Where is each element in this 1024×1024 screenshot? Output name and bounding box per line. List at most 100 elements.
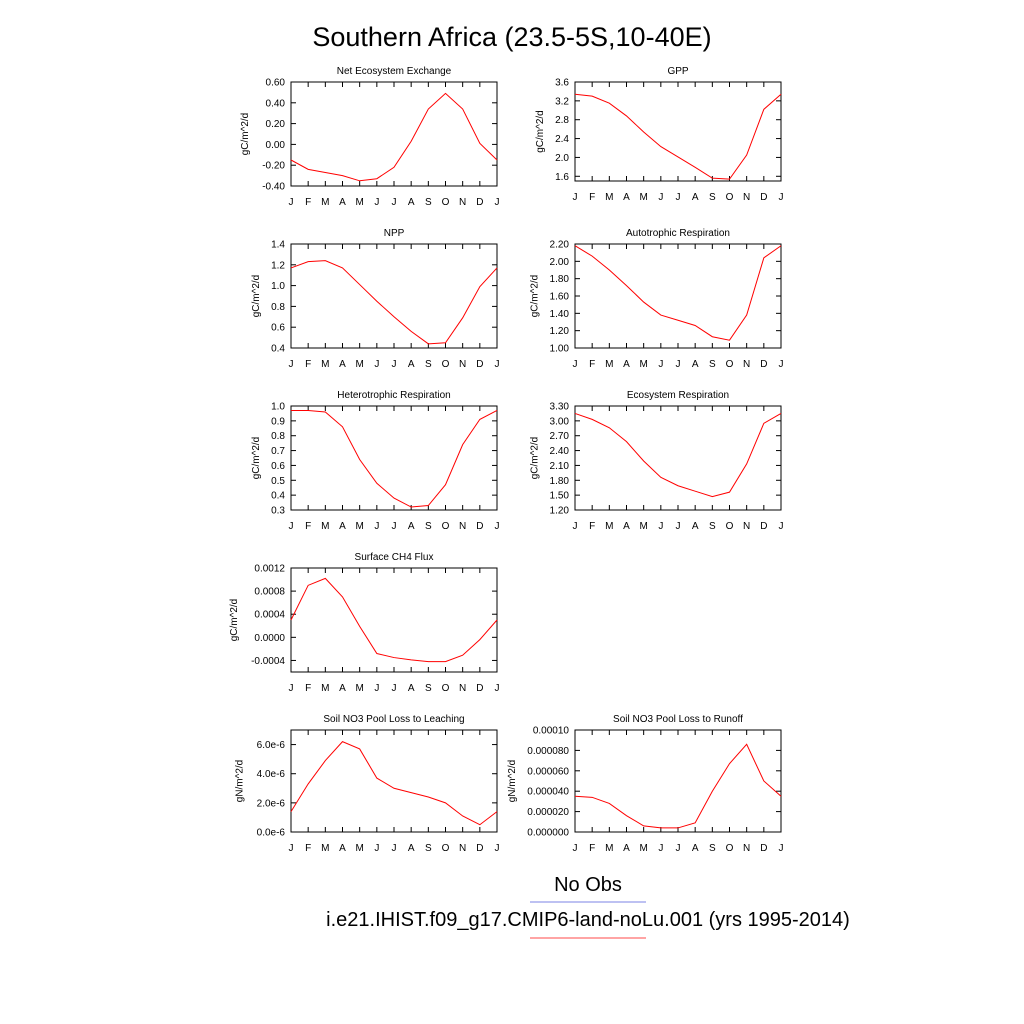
legend-label-0: No Obs xyxy=(554,874,622,896)
y-tick-label-4-0: 0.3 xyxy=(271,506,285,517)
panel-title-1: GPP xyxy=(667,66,688,77)
y-tick-label-8-0: 0.000000 xyxy=(527,828,569,839)
y-tick-label-8-1: 0.000020 xyxy=(527,807,569,818)
x-tick-label-6-5: J xyxy=(374,683,379,694)
x-tick-label-4-11: D xyxy=(476,521,483,532)
x-tick-label-4-10: N xyxy=(459,521,466,532)
x-tick-label-4-3: A xyxy=(339,521,346,532)
x-tick-label-8-12: J xyxy=(779,843,784,854)
x-tick-label-2-5: J xyxy=(374,359,379,370)
x-tick-label-1-3: A xyxy=(623,192,630,203)
x-tick-label-2-3: A xyxy=(339,359,346,370)
x-tick-label-7-3: A xyxy=(339,843,346,854)
y-tick-label-0-1: -0.20 xyxy=(262,161,285,172)
x-tick-label-0-9: O xyxy=(442,197,450,208)
plot-frame-1 xyxy=(574,81,782,182)
y-tick-label-4-7: 1.0 xyxy=(271,402,285,413)
y-axis-label-5: gC/m^2/d xyxy=(530,437,541,480)
x-tick-label-5-8: S xyxy=(709,521,716,532)
y-tick-label-2-4: 1.2 xyxy=(271,260,285,271)
y-axis-label-1: gC/m^2/d xyxy=(535,110,546,153)
x-tick-label-0-8: S xyxy=(425,197,432,208)
y-axis-label-8: gN/m^2/d xyxy=(507,760,518,803)
x-tick-label-3-9: O xyxy=(726,359,734,370)
y-axis-label-0: gC/m^2/d xyxy=(240,113,251,156)
y-tick-label-8-5: 0.00010 xyxy=(533,726,570,737)
x-tick-label-0-6: J xyxy=(392,197,397,208)
x-tick-label-6-10: N xyxy=(459,683,466,694)
y-tick-label-1-4: 3.2 xyxy=(555,96,569,107)
y-tick-label-5-5: 2.70 xyxy=(550,431,570,442)
x-tick-label-5-11: D xyxy=(760,521,767,532)
panel-title-4: Heterotrophic Respiration xyxy=(337,390,450,401)
x-tick-label-2-1: F xyxy=(305,359,311,370)
y-tick-label-2-0: 0.4 xyxy=(271,344,285,355)
x-tick-label-2-12: J xyxy=(495,359,500,370)
x-tick-label-8-2: M xyxy=(605,843,613,854)
x-tick-label-1-10: N xyxy=(743,192,750,203)
y-tick-label-5-7: 3.30 xyxy=(550,402,570,413)
figure-title: Southern Africa (23.5-5S,10-40E) xyxy=(312,22,711,52)
x-tick-label-0-11: D xyxy=(476,197,483,208)
plot-frame-0 xyxy=(290,81,498,187)
y-tick-label-8-4: 0.000080 xyxy=(527,746,569,757)
x-tick-label-4-2: M xyxy=(321,521,329,532)
y-tick-label-4-1: 0.4 xyxy=(271,491,285,502)
x-tick-label-1-2: M xyxy=(605,192,613,203)
x-tick-label-5-4: M xyxy=(639,521,647,532)
y-axis-label-7: gN/m^2/d xyxy=(234,760,245,803)
y-tick-label-3-2: 1.40 xyxy=(550,309,570,320)
plot-frame-4 xyxy=(290,405,498,511)
y-tick-label-6-2: 0.0004 xyxy=(254,610,285,621)
x-tick-label-1-12: J xyxy=(779,192,784,203)
x-tick-label-5-12: J xyxy=(779,521,784,532)
x-tick-label-6-9: O xyxy=(442,683,450,694)
x-tick-label-1-1: F xyxy=(589,192,595,203)
x-tick-label-2-8: S xyxy=(425,359,432,370)
x-tick-label-0-4: M xyxy=(355,197,363,208)
x-tick-label-8-1: F xyxy=(589,843,595,854)
x-tick-label-3-11: D xyxy=(760,359,767,370)
x-tick-label-7-11: D xyxy=(476,843,483,854)
y-tick-label-3-1: 1.20 xyxy=(550,326,570,337)
y-tick-label-0-5: 0.60 xyxy=(266,78,286,89)
y-tick-label-3-0: 1.00 xyxy=(550,344,570,355)
x-tick-label-3-3: A xyxy=(623,359,630,370)
x-tick-label-1-9: O xyxy=(726,192,734,203)
x-tick-label-8-9: O xyxy=(726,843,734,854)
plot-frame-7 xyxy=(290,729,498,833)
x-tick-label-6-12: J xyxy=(495,683,500,694)
y-tick-label-6-3: 0.0008 xyxy=(254,587,285,598)
x-tick-label-8-0: J xyxy=(573,843,578,854)
x-tick-label-3-2: M xyxy=(605,359,613,370)
y-tick-label-2-5: 1.4 xyxy=(271,240,285,251)
x-tick-label-8-11: D xyxy=(760,843,767,854)
y-tick-label-1-1: 2.0 xyxy=(555,153,569,164)
panel-title-8: Soil NO3 Pool Loss to Runoff xyxy=(613,714,743,725)
x-tick-label-8-6: J xyxy=(676,843,681,854)
x-tick-label-6-11: D xyxy=(476,683,483,694)
x-tick-label-5-1: F xyxy=(589,521,595,532)
y-tick-label-2-3: 1.0 xyxy=(271,281,285,292)
x-tick-label-5-3: A xyxy=(623,521,630,532)
plot-frame-3 xyxy=(574,243,782,349)
x-tick-label-0-5: J xyxy=(374,197,379,208)
x-tick-label-1-7: A xyxy=(692,192,699,203)
x-tick-label-3-4: M xyxy=(639,359,647,370)
legend-label-1: i.e21.IHIST.f09_g17.CMIP6-land-noLu.001 … xyxy=(326,909,850,931)
series-line-5-0 xyxy=(574,412,782,498)
panel-title-5: Ecosystem Respiration xyxy=(627,390,729,401)
y-tick-label-5-1: 1.50 xyxy=(550,491,570,502)
x-tick-label-7-10: N xyxy=(459,843,466,854)
panel-title-6: Surface CH4 Flux xyxy=(355,552,434,563)
x-tick-label-2-6: J xyxy=(392,359,397,370)
x-tick-label-6-2: M xyxy=(321,683,329,694)
y-tick-label-1-0: 1.6 xyxy=(555,172,569,183)
x-tick-label-7-5: J xyxy=(374,843,379,854)
x-tick-label-4-7: A xyxy=(408,521,415,532)
x-tick-label-2-10: N xyxy=(459,359,466,370)
y-tick-label-5-3: 2.10 xyxy=(550,461,570,472)
